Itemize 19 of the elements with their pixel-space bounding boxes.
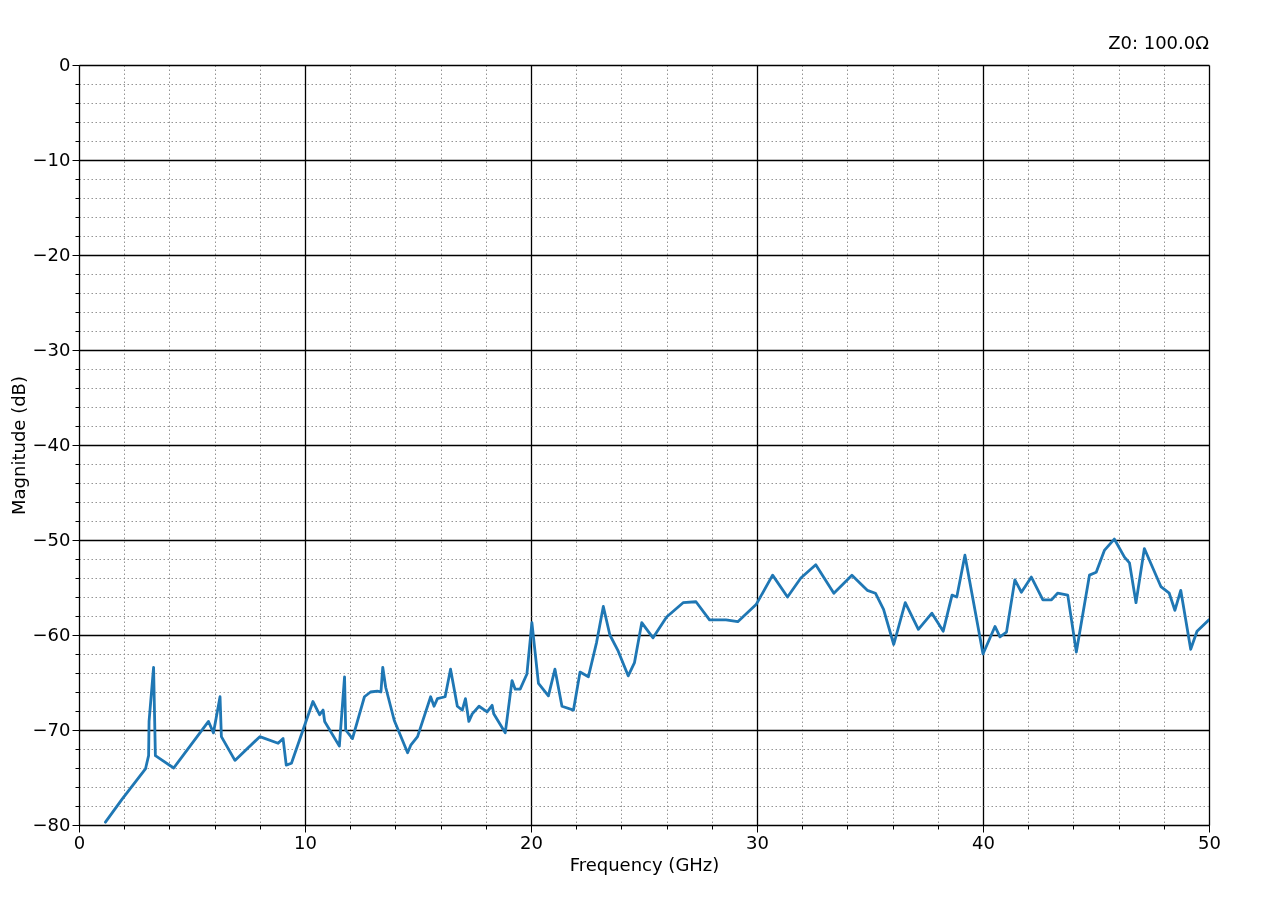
y-tick-label: −10: [32, 148, 71, 170]
x-tick-label: 0: [73, 831, 86, 853]
y-tick-label: −20: [32, 243, 71, 265]
y-tick-label: −80: [32, 813, 71, 835]
x-tick-label: 30: [746, 831, 769, 853]
x-axis-title: Frequency (GHz): [569, 853, 720, 875]
x-tick-label: 10: [294, 831, 317, 853]
y-tick-label: −40: [32, 433, 71, 455]
text: Z0: 100.0Ω: [1108, 32, 1210, 53]
y-tick-label: −70: [32, 718, 71, 740]
x-tick-label: 20: [520, 831, 543, 853]
x-tick-label: 50: [1198, 831, 1221, 853]
y-tick-label: −30: [32, 338, 71, 360]
line-series: [104, 537, 1209, 824]
y-tick-label: 0: [59, 53, 71, 75]
y-tick-label: −50: [32, 528, 71, 550]
y-tick-label: −60: [32, 623, 71, 645]
y-axis-title: Magnitude (dB): [7, 376, 29, 515]
x-tick-label: 40: [972, 831, 995, 853]
